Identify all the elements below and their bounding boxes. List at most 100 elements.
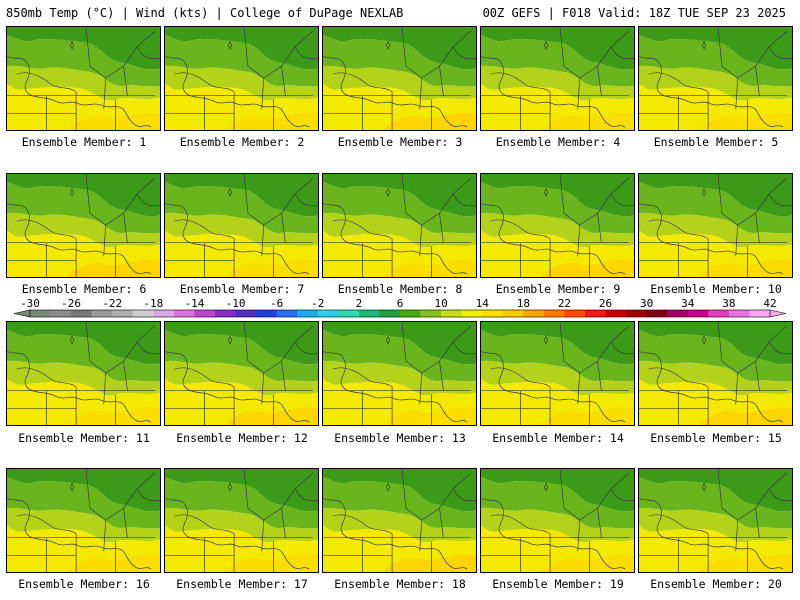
boundary-line: [214, 396, 282, 405]
colorbar-tick-label: -10: [226, 298, 246, 310]
colorbar-tick-label: -30: [20, 298, 40, 310]
boundary-line: [577, 77, 581, 110]
boundary-line: [214, 101, 282, 110]
temperature-colorbar: -30 -26 -22 -18 -14 -10 -6 -2 2 6 10 14 18 22 26 30 34 38…: [13, 298, 787, 318]
ensemble-member-map: ◊: [322, 468, 477, 573]
boundary-line: [294, 488, 318, 502]
temperature-band-dark-green: [7, 174, 160, 217]
colorbar-tick-label: 30: [640, 298, 653, 310]
temperature-band-yellow-green: [323, 212, 476, 248]
boundary-line: [717, 27, 788, 79]
temperature-field-map: ◊: [481, 322, 634, 425]
colorbar-swatch: [708, 310, 730, 317]
ensemble-member-map: ◊: [638, 468, 793, 573]
boundary-line: [294, 46, 318, 60]
boundary-line: [439, 404, 468, 423]
temperature-band-yellow-green: [481, 65, 634, 101]
temperature-band-green: [165, 329, 318, 382]
boundary-line: [597, 508, 602, 538]
colorbar-swatch: [30, 310, 51, 317]
colorbar-swatch: [317, 310, 339, 317]
colorbar-swatch: [358, 310, 380, 317]
boundary-line: [281, 256, 310, 275]
diamond-marker-icon: ◊: [70, 188, 74, 197]
boundary-line: [439, 213, 444, 243]
colorbar-swatch: [379, 310, 401, 317]
temperature-band-yellow-green: [481, 212, 634, 248]
colorbar-tick-label: 18: [517, 298, 530, 310]
boundary-line: [768, 488, 792, 502]
boundary-line: [755, 256, 784, 275]
diamond-marker-icon: ◊: [386, 188, 390, 197]
colorbar-tick-label: -14: [185, 298, 205, 310]
colorbar-tick-label: 42: [763, 298, 776, 310]
temperature-field-map: ◊: [165, 174, 318, 277]
boundary-line: [610, 46, 634, 60]
diamond-marker-icon: ◊: [228, 483, 232, 492]
boundary-line: [16, 514, 77, 535]
boundary-line: [597, 361, 602, 391]
ensemble-member-map: ◊: [164, 173, 319, 278]
temperature-field-map: ◊: [7, 174, 160, 277]
ensemble-member-map: ◊: [164, 468, 319, 573]
colorbar-tick-label: -26: [61, 298, 81, 310]
temperature-band-green: [639, 181, 792, 234]
temperature-band-green: [165, 181, 318, 234]
diamond-marker-icon: ◊: [702, 188, 706, 197]
panel-caption: Ensemble Member: 7: [179, 282, 305, 296]
boundary-line: [597, 256, 626, 275]
boundary-line: [452, 488, 476, 502]
boundary-line: [401, 174, 472, 226]
boundary-line: [7, 498, 57, 544]
colorbar-swatch: [646, 310, 668, 317]
temperature-band-green: [481, 181, 634, 234]
boundary-line: [439, 109, 468, 128]
colorbar-swatch: [132, 310, 154, 317]
boundary-line: [419, 372, 423, 405]
boundary-line: [735, 224, 739, 257]
boundary-line: [735, 372, 739, 405]
boundary-line: [559, 469, 630, 521]
diamond-marker-icon: ◊: [228, 336, 232, 345]
boundary-line: [577, 224, 581, 257]
panel-caption: Ensemble Member: 5: [653, 135, 779, 149]
boundary-line: [439, 66, 444, 96]
temperature-band-dark-green: [481, 27, 634, 70]
colorbar-swatch: [400, 310, 421, 317]
boundary-line: [123, 213, 128, 243]
boundary-line: [123, 66, 128, 96]
panel-caption: Ensemble Member: 2: [179, 135, 305, 149]
colorbar-swatch: [502, 310, 524, 317]
temperature-field-map: ◊: [323, 27, 476, 130]
temperature-band-dark-green: [165, 322, 318, 365]
boundary-line: [174, 219, 235, 240]
colorbar-swatch: [420, 310, 442, 317]
boundary-line: [7, 351, 57, 397]
boundary-line: [103, 372, 107, 405]
colorbar-swatch: [50, 310, 72, 317]
temperature-field-map: ◊: [165, 27, 318, 130]
run-valid-time: 00Z GEFS | F018 Valid: 18Z TUE SEP 23 20…: [482, 6, 786, 20]
boundary-line: [332, 72, 393, 93]
boundary-line: [294, 193, 318, 207]
temperature-band-green: [7, 476, 160, 529]
boundary-line: [136, 46, 160, 60]
temperature-field-map: ◊: [165, 322, 318, 425]
temperature-band-green: [639, 34, 792, 87]
boundary-line: [85, 469, 156, 521]
boundary-line: [530, 543, 598, 552]
temperature-band-dark-green: [165, 469, 318, 512]
boundary-line: [261, 372, 265, 405]
colorbar-swatch: [153, 310, 175, 317]
boundary-line: [490, 514, 551, 535]
boundary-line: [281, 361, 286, 391]
ensemble-member-map: ◊: [164, 321, 319, 426]
colorbar-tick-label: -22: [102, 298, 122, 310]
boundary-line: [639, 498, 689, 544]
colorbar-swatch: [543, 310, 565, 317]
boundary-line: [56, 248, 124, 257]
panel-caption: Ensemble Member: 4: [495, 135, 621, 149]
boundary-line: [577, 372, 581, 405]
ensemble-member-map: ◊: [638, 173, 793, 278]
boundary-line: [735, 77, 739, 110]
